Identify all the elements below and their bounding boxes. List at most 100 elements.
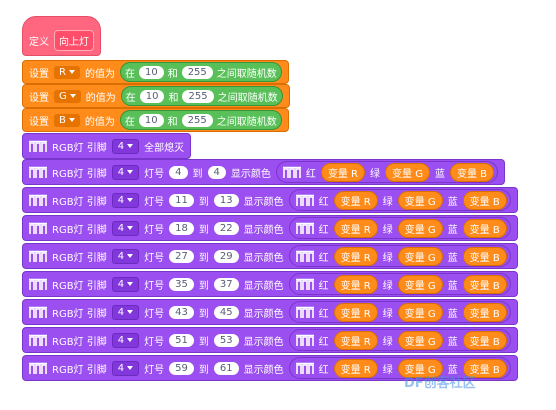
dropdown[interactable]: 4 [111,304,140,320]
dropdown[interactable]: 4 [111,164,140,180]
number-input[interactable]: 255 [182,89,214,103]
variable-reporter[interactable]: 变量 G [385,162,430,182]
dropdown[interactable]: 4 [111,220,140,236]
variable-reporter[interactable]: 变量 G [397,358,443,378]
rgb-icon [295,222,314,234]
rgb-icon [295,334,314,346]
dropdown[interactable]: B [54,113,80,127]
variable-reporter[interactable]: 变量 G [397,330,443,350]
dropdown[interactable]: G [54,89,81,103]
variable-reporter[interactable]: 变量 B [462,274,507,294]
color-reporter[interactable]: 红变量 R 绿变量 G 蓝变量 B [288,245,511,267]
number-input[interactable]: 27 [169,249,194,263]
dropdown[interactable]: 4 [111,332,140,348]
variable-reporter[interactable]: 变量 R [333,330,378,350]
number-input[interactable]: 61 [213,361,239,375]
label: 在 [124,116,135,128]
color-reporter[interactable]: 红变量 R 绿变量 G 蓝变量 B [288,301,511,323]
dropdown[interactable]: 4 [111,192,140,208]
rgb-color-block[interactable]: RGB灯 引脚 4 灯号 35 到 37 显示颜色 红变量 R 绿变量 G 蓝变量 B [22,271,518,297]
label: RGB灯 引脚 [52,280,107,292]
variable-reporter[interactable]: 变量 B [449,162,494,182]
rgb-color-block[interactable]: RGB灯 引脚 4 灯号 4 到 4 显示颜色红变量 R 绿变量 G 蓝变量 B [22,159,505,185]
label: 和 [167,116,178,128]
label: RGB灯 引脚 [52,168,107,180]
variable-reporter[interactable]: 变量 G [397,246,443,266]
label: 显示颜色 [243,224,284,236]
variable-reporter[interactable]: 变量 R [333,218,378,238]
label: 蓝 [447,336,458,348]
dropdown[interactable]: 4 [111,360,140,376]
number-input[interactable]: 22 [213,221,239,235]
color-reporter[interactable]: 红变量 R 绿变量 G 蓝变量 B [275,161,498,183]
variable-reporter[interactable]: 变量 B [462,190,507,210]
number-input[interactable]: 18 [169,221,194,235]
variable-reporter[interactable]: 变量 R [333,358,378,378]
random-operator[interactable]: 在 10 和 255 之间取随机数 [119,110,282,130]
variable-reporter[interactable]: 变量 B [462,246,507,266]
label: 之间取随机数 [216,116,277,128]
set-variable-block[interactable]: 设置 B 的值为在 10 和 255 之间取随机数 [22,108,289,132]
variable-reporter[interactable]: 变量 B [462,302,507,322]
variable-reporter[interactable]: 变量 R [333,302,378,322]
rgb-clear-block[interactable]: RGB灯 引脚 4 全部熄灭 [22,133,192,159]
number-input[interactable]: 10 [138,65,164,79]
label: 红 [318,364,329,376]
variable-reporter[interactable]: 变量 G [397,190,443,210]
variable-reporter[interactable]: 变量 R [320,162,366,182]
number-input[interactable]: 43 [169,305,194,319]
number-input[interactable]: 255 [181,65,213,79]
dropdown[interactable]: R [54,65,80,79]
color-reporter[interactable]: 红变量 R 绿变量 G 蓝变量 B [288,329,511,351]
label: 显示颜色 [243,364,284,376]
number-input[interactable]: 11 [169,193,194,207]
rgb-color-block[interactable]: RGB灯 引脚 4 灯号 27 到 29 显示颜色 红变量 R 绿变量 G 蓝变量 B [22,243,518,269]
set-variable-block[interactable]: 设置 R 的值为在 10 和 255 之间取随机数 [22,60,289,84]
number-input[interactable]: 51 [169,333,194,347]
dropdown-arrow [127,198,134,202]
color-reporter[interactable]: 红变量 R 绿变量 G 蓝变量 B [288,189,511,211]
number-input[interactable]: 59 [169,361,194,375]
variable-reporter[interactable]: 变量 R [333,246,378,266]
number-input[interactable]: 10 [138,113,164,127]
number-input[interactable]: 4 [207,165,226,179]
number-input[interactable]: 29 [213,249,239,263]
variable-reporter[interactable]: 变量 B [462,358,507,378]
dropdown-arrow [127,366,134,370]
label: 绿 [382,364,393,376]
variable-reporter[interactable]: 变量 B [462,330,507,350]
random-operator[interactable]: 在 10 和 255 之间取随机数 [120,86,283,106]
variable-reporter[interactable]: 变量 G [397,218,443,238]
color-reporter[interactable]: 红变量 R 绿变量 G 蓝变量 B [288,217,511,239]
variable-reporter[interactable]: 变量 R [333,274,378,294]
color-reporter[interactable]: 红变量 R 绿变量 G 蓝变量 B [288,357,511,379]
set-variable-block[interactable]: 设置 G 的值为在 10 和 255 之间取随机数 [22,84,290,108]
variable-reporter[interactable]: 变量 B [462,218,507,238]
variable-reporter[interactable]: 变量 R [333,190,378,210]
label: 灯号 [144,168,165,180]
variable-reporter[interactable]: 变量 G [397,302,443,322]
dropdown[interactable]: 4 [111,276,140,292]
number-input[interactable]: 255 [181,113,213,127]
rgb-color-block[interactable]: RGB灯 引脚 4 灯号 11 到 13 显示颜色 红变量 R 绿变量 G 蓝变量 B [22,187,518,213]
random-operator[interactable]: 在 10 和 255 之间取随机数 [119,62,282,82]
variable-reporter[interactable]: 变量 G [397,274,443,294]
rgb-color-block[interactable]: RGB灯 引脚 4 灯号 59 到 61 显示颜色 红变量 R 绿变量 G 蓝变量 B [22,355,518,381]
rgb-color-block[interactable]: RGB灯 引脚 4 灯号 18 到 22 显示颜色 红变量 R 绿变量 G 蓝变量 B [22,215,518,241]
number-input[interactable]: 10 [139,89,165,103]
number-input[interactable]: 37 [213,277,239,291]
label: 显示颜色 [243,252,284,264]
rgb-color-block[interactable]: RGB灯 引脚 4 灯号 51 到 53 显示颜色 红变量 R 绿变量 G 蓝变量 B [22,327,518,353]
number-input[interactable]: 53 [213,333,239,347]
dropdown[interactable]: 4 [111,248,140,264]
rgb-color-block[interactable]: RGB灯 引脚 4 灯号 43 到 45 显示颜色 红变量 R 绿变量 G 蓝变量 B [22,299,518,325]
number-input[interactable]: 45 [213,305,239,319]
define-block[interactable]: 定义 向上灯 [22,16,101,56]
number-input[interactable]: 13 [213,193,239,207]
label: 到 [198,364,209,376]
dropdown[interactable]: 4 [111,138,140,154]
color-reporter[interactable]: 红变量 R 绿变量 G 蓝变量 B [288,273,511,295]
number-input[interactable]: 35 [169,277,194,291]
number-input[interactable]: 4 [169,165,188,179]
